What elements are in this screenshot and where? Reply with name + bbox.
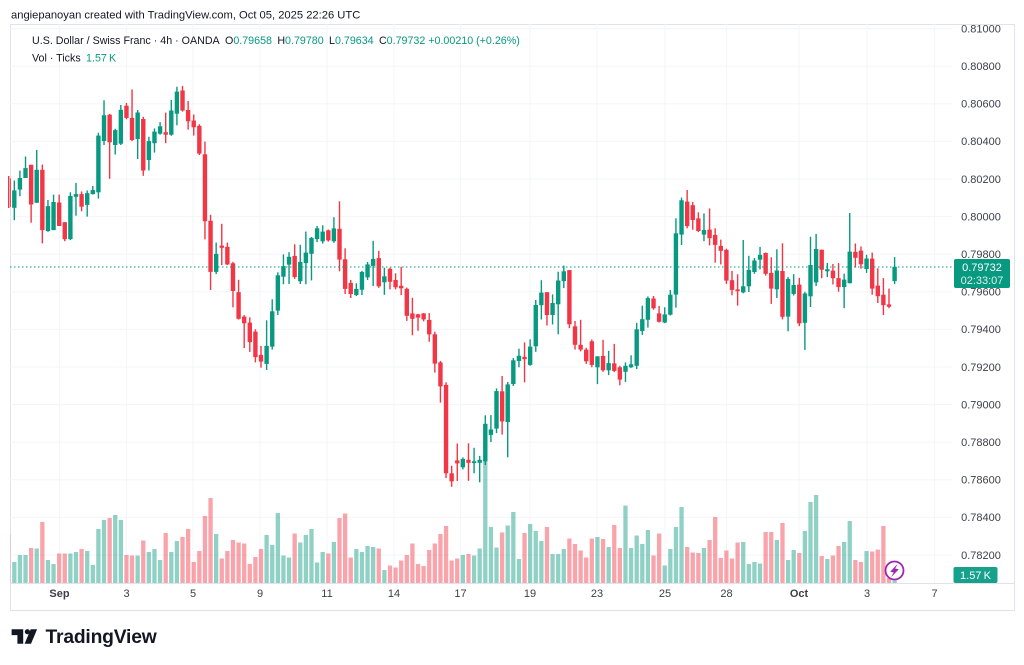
svg-text:0.80400: 0.80400 [961,136,1001,148]
svg-text:0.81000: 0.81000 [961,23,1001,35]
svg-text:0.79800: 0.79800 [961,249,1001,261]
svg-text:19: 19 [524,588,536,600]
svg-text:U.S. Dollar / Swiss Franc · 4h: U.S. Dollar / Swiss Franc · 4h · OANDA O… [32,35,520,47]
svg-text:0.78200: 0.78200 [961,550,1001,562]
svg-text:3: 3 [864,588,870,600]
svg-text:25: 25 [659,588,671,600]
svg-text:0.79400: 0.79400 [961,324,1001,336]
svg-text:7: 7 [931,588,937,600]
svg-text:0.78400: 0.78400 [961,512,1001,524]
svg-text:Vol · Ticks 1.57 K: Vol · Ticks 1.57 K [32,53,117,65]
svg-text:0.79600: 0.79600 [961,287,1001,299]
svg-text:angiepanoyan created with Trad: angiepanoyan created with TradingView.co… [11,10,360,22]
svg-text:28: 28 [720,588,732,600]
svg-text:02:33:07: 02:33:07 [961,275,1004,287]
svg-text:0.78800: 0.78800 [961,437,1001,449]
svg-text:Oct: Oct [790,588,809,600]
svg-text:TradingView: TradingView [46,627,158,648]
svg-text:5: 5 [190,588,196,600]
svg-text:23: 23 [591,588,603,600]
svg-text:0.80000: 0.80000 [961,211,1001,223]
svg-text:0.79200: 0.79200 [961,362,1001,374]
svg-text:0.80200: 0.80200 [961,174,1001,186]
svg-text:1.57 K: 1.57 K [960,570,992,582]
svg-text:11: 11 [321,588,332,600]
svg-text:0.78600: 0.78600 [961,475,1001,487]
svg-text:0.80800: 0.80800 [961,61,1001,73]
svg-text:0.79000: 0.79000 [961,399,1001,411]
svg-text:14: 14 [388,588,400,600]
svg-text:17: 17 [454,588,466,600]
svg-text:3: 3 [123,588,129,600]
svg-text:0.79732: 0.79732 [962,262,1002,274]
svg-text:Sep: Sep [49,588,69,600]
svg-text:9: 9 [257,588,263,600]
svg-text:0.80600: 0.80600 [961,99,1001,111]
